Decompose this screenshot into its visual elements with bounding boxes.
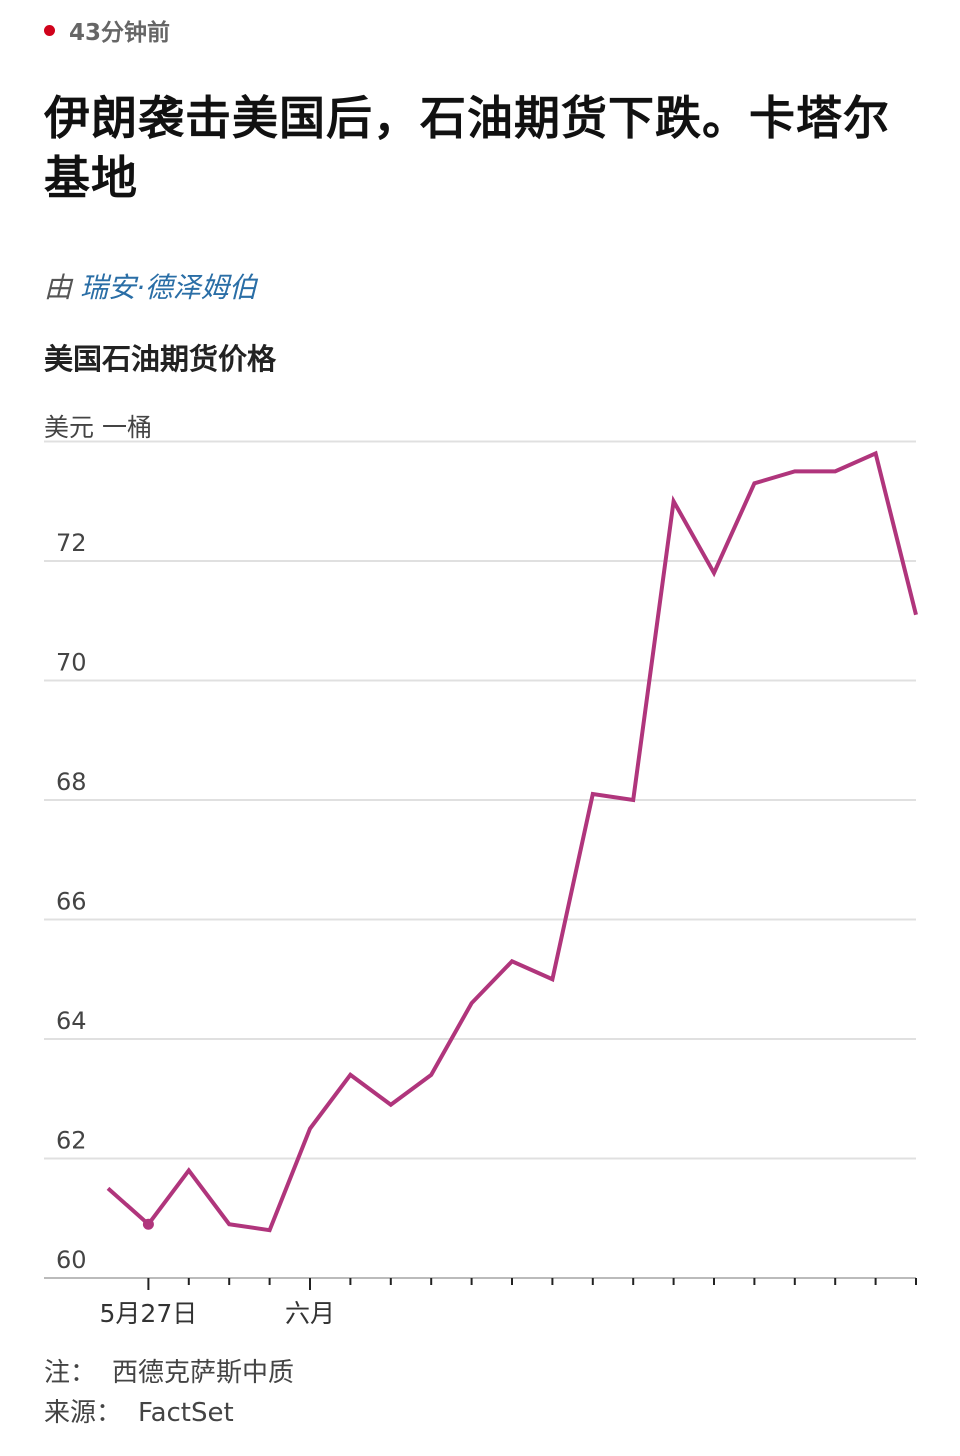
byline-prefix: 由 — [44, 271, 73, 304]
y-axis-unit-label: 美元 一桶 — [44, 413, 152, 442]
headline: 伊朗袭击美国后，石油期货下跌。卡塔尔基地 — [44, 91, 890, 205]
x-tick-label: 5月27日 — [100, 1299, 198, 1328]
x-tick-label: 六月 — [285, 1299, 335, 1328]
author-link[interactable]: 瑞安·德泽姆伯 — [80, 271, 257, 304]
y-tick-label: 66 — [56, 888, 87, 916]
live-dot-icon — [44, 24, 55, 36]
x-ticks: 5月27日 六月 — [100, 1278, 917, 1328]
highlight-point — [142, 1218, 154, 1230]
y-tick-labels: 60 62 64 66 68 70 72 — [56, 529, 87, 1274]
chart-note: 注： 西德克萨斯中质 — [44, 1352, 294, 1389]
source-text: FactSet — [138, 1398, 234, 1428]
chart-title: 美国石油期货价格 — [44, 342, 277, 376]
y-tick-label: 64 — [56, 1007, 87, 1035]
y-tick-label: 62 — [56, 1127, 87, 1155]
y-tick-label: 60 — [56, 1246, 87, 1274]
timestamp-text: 43分钟前 — [69, 20, 171, 46]
timestamp: 43分钟前 — [44, 14, 170, 46]
byline: 由瑞安·德泽姆伯 — [44, 266, 257, 306]
chart-source: 来源： FactSet — [44, 1392, 234, 1429]
y-tick-label: 72 — [56, 529, 87, 557]
grid-lines — [44, 440, 916, 1279]
series-line — [106, 450, 918, 1233]
y-tick-label: 70 — [56, 649, 87, 677]
series — [106, 450, 918, 1233]
note-text: 西德克萨斯中质 — [112, 1358, 295, 1388]
line-chart: 美元 一桶 60 62 64 66 68 70 72 5月27日 六月 — [44, 413, 918, 1328]
source-label: 来源： — [44, 1398, 123, 1428]
note-label: 注： — [44, 1358, 97, 1388]
y-tick-label: 68 — [56, 768, 87, 796]
